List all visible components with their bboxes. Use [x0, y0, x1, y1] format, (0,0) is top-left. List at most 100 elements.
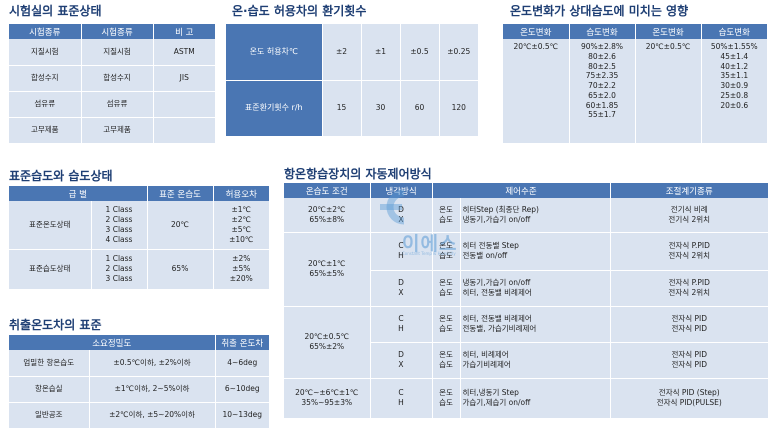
table-cell: ASTM — [153, 39, 215, 66]
table-cell: JIS — [153, 65, 215, 92]
table-cell: 섬유류 — [9, 91, 82, 118]
section-title-standard-humidity: 표준습도와 습도상태 — [9, 169, 113, 183]
list-item: 3 Class — [105, 273, 133, 283]
supply-temp-table: 소요정밀도 취출 온도차 엄밀한 항온습도 ±0.5℃이하, ±2%이하 4~6de… — [9, 335, 270, 429]
list-item: 히터,냉동기 Step — [462, 388, 519, 398]
table-cell: 히터 전동밸 Step 전동밸 on/off — [460, 232, 611, 271]
list-item: 가습기,제습기 on/off — [462, 398, 531, 407]
table-cell — [153, 117, 215, 144]
row-label-temp-tolerance: 온도 허용차℃ — [226, 24, 323, 81]
list-item: 습도 — [439, 288, 453, 297]
table-cell: 120 — [439, 80, 478, 137]
table-cell: 1 Class 2 Class 3 Class — [91, 249, 148, 290]
list-item: D — [398, 278, 404, 288]
standard-humidity-table: 급 별 표준 온습도 허용오차 표준온도상태 1 Class 2 Class 3… — [9, 186, 269, 290]
list-item: 히터Step (최종단 Rep) — [462, 205, 539, 214]
header-cell: 온도변화 — [503, 24, 570, 39]
table-cell: 전기식 비례 전기식 2위치 — [610, 198, 768, 233]
table-cell: 온도 습도 — [432, 270, 461, 307]
list-item: 습도 — [439, 214, 453, 224]
list-item: ±5℃ — [231, 224, 251, 234]
list-item: 4 Class — [105, 234, 133, 244]
table-cell: 냉동기,가습기 on/off 히터, 전동밸 비례제어 — [460, 270, 611, 307]
table-cell: ±1℃이하, 2~5%이하 — [89, 376, 216, 403]
table-cell: 표준온도상태 — [9, 201, 92, 250]
list-item: 80±2.5 — [588, 61, 616, 71]
standard-state-table: 시험종류 시험종류 비 고 지질시험 지질시험 ASTM 합성수지 합성수지 JIS 섬… — [9, 24, 215, 144]
list-item: D — [398, 350, 404, 360]
list-item: 20±0.6 — [720, 100, 749, 110]
header-cell: 급 별 — [9, 186, 148, 201]
list-item: 1 Class — [105, 205, 133, 215]
table-cell: ±1 — [361, 24, 401, 81]
table-cell: 일반공조 — [9, 402, 90, 429]
header-cell: 비 고 — [153, 24, 215, 39]
list-item: 30±0.9 — [720, 81, 749, 90]
table-cell: 90%±2.8% 80±2.6 80±2.5 75±2.35 70±2.2 65… — [569, 39, 636, 144]
list-item: 전자식 PID(PULSE) — [656, 398, 722, 407]
table-cell: 합성수지 — [81, 65, 154, 92]
list-item: H — [398, 251, 404, 260]
header-cell: 습도변화 — [569, 24, 636, 39]
list-item: 전자식 PID — [671, 350, 708, 360]
list-item: C — [398, 314, 404, 324]
table-cell: 10~13deg — [215, 402, 270, 429]
header-cell: 온도변화 — [635, 24, 702, 39]
table-cell: 엄밀한 항온습도 — [9, 350, 90, 377]
header-cell: 시험종류 — [9, 24, 82, 39]
list-item: X — [398, 214, 404, 224]
table-cell: ±2℃이하, ±5~20%이하 — [89, 402, 216, 429]
table-cell: 지질시험 — [9, 39, 82, 66]
list-item: 전자식 PID — [671, 324, 708, 333]
list-item: 가습기비례제어 — [462, 360, 511, 369]
list-item: 온도 — [439, 278, 453, 288]
list-item: X — [398, 288, 404, 297]
list-item: 습도 — [439, 398, 453, 407]
list-item: 75±2.35 — [585, 71, 619, 81]
list-item: 습도 — [439, 360, 453, 369]
list-item: 90%±2.8% — [580, 42, 623, 51]
list-item: 히터, 전동밸 비례제어 — [462, 314, 532, 324]
list-item: 55±1.7 — [588, 110, 616, 120]
list-item: 전자식 PID — [671, 360, 708, 369]
list-item: 온도 — [439, 350, 453, 360]
temp-humidity-effect-table: 온도변화 습도변화 온도변화 습도변화 20℃±0.5℃ 90%±2.8% 80… — [503, 24, 767, 144]
table-cell: 20℃~±6℃±1℃ 35%~95±3% — [284, 378, 371, 419]
list-item: 히터 전동밸 Step — [462, 241, 519, 251]
header-cell: 표준 온습도 — [147, 186, 214, 201]
list-item: 1 Class — [105, 254, 133, 264]
row-label-ventilation-rate: 표준환기횟수 r/h — [226, 80, 323, 137]
list-item: 냉동기,가습기 on/off — [462, 278, 531, 288]
list-item: ±2% — [232, 254, 251, 264]
header-cell: 소요정밀도 — [9, 335, 216, 350]
list-item: D — [398, 205, 404, 214]
section-title-auto-control: 항온항습장치의 자동제어방식 — [284, 167, 432, 181]
list-item: 히터, 전동밸 비례제어 — [462, 288, 532, 297]
list-item: 40±1.2 — [720, 61, 749, 71]
table-cell: 표준습도상태 — [9, 249, 92, 290]
table-cell: ±1℃ ±2℃ ±5℃ ±10℃ — [213, 201, 269, 250]
list-item: ±20% — [229, 273, 253, 283]
list-item: 2 Class — [105, 215, 133, 224]
table-cell: 전자식 P.PID 전자식 2위치 — [610, 232, 768, 271]
table-cell: 65% — [147, 249, 214, 290]
list-item: 70±2.2 — [588, 81, 616, 90]
table-cell: 50%±1.55% 45±1.4 40±1.2 35±1.1 30±0.9 25… — [701, 39, 767, 144]
ventilation-table: 온도 허용차℃ ±2 ±1 ±0.5 ±0.25 표준환기횟수 r/h 15 3… — [226, 24, 478, 137]
section-title-standard-state: 시험실의 표준상태 — [9, 4, 102, 18]
table-cell: 20℃±2℃ 65%±8% — [284, 198, 371, 233]
list-item: 전자식 2위치 — [668, 288, 711, 297]
table-cell: 지질시험 — [81, 39, 154, 66]
table-cell: ±0.5℃이하, ±2%이하 — [89, 350, 216, 377]
header-cell: 조절계기종류 — [610, 183, 768, 198]
table-cell: 20℃±0.5℃ — [635, 39, 702, 144]
list-item: X — [398, 360, 404, 369]
table-cell: 히터Step (최종단 Rep) 냉동기,가습기 on/off — [460, 198, 611, 233]
list-item: H — [398, 324, 404, 333]
